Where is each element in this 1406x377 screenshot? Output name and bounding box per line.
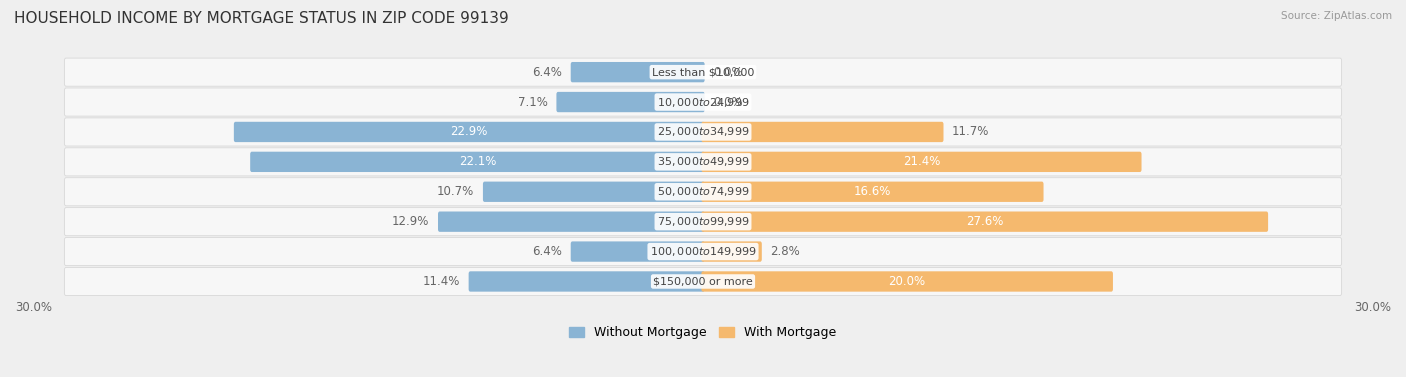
FancyBboxPatch shape — [65, 88, 1341, 116]
FancyBboxPatch shape — [233, 122, 704, 142]
FancyBboxPatch shape — [702, 211, 1268, 232]
Legend: Without Mortgage, With Mortgage: Without Mortgage, With Mortgage — [569, 326, 837, 339]
FancyBboxPatch shape — [65, 148, 1341, 176]
FancyBboxPatch shape — [702, 241, 762, 262]
Text: 22.9%: 22.9% — [450, 126, 488, 138]
Text: 21.4%: 21.4% — [903, 155, 941, 169]
Text: 11.7%: 11.7% — [952, 126, 990, 138]
FancyBboxPatch shape — [250, 152, 704, 172]
Text: 12.9%: 12.9% — [392, 215, 429, 228]
FancyBboxPatch shape — [702, 152, 1142, 172]
FancyBboxPatch shape — [571, 241, 704, 262]
FancyBboxPatch shape — [702, 271, 1114, 292]
Text: 11.4%: 11.4% — [423, 275, 460, 288]
Text: 22.1%: 22.1% — [458, 155, 496, 169]
FancyBboxPatch shape — [557, 92, 704, 112]
Text: 6.4%: 6.4% — [533, 245, 562, 258]
FancyBboxPatch shape — [702, 122, 943, 142]
Text: Less than $10,000: Less than $10,000 — [652, 67, 754, 77]
FancyBboxPatch shape — [65, 118, 1341, 146]
Text: $100,000 to $149,999: $100,000 to $149,999 — [650, 245, 756, 258]
FancyBboxPatch shape — [65, 58, 1341, 86]
Text: 27.6%: 27.6% — [966, 215, 1004, 228]
Text: $10,000 to $24,999: $10,000 to $24,999 — [657, 95, 749, 109]
FancyBboxPatch shape — [65, 267, 1341, 296]
Text: 2.8%: 2.8% — [770, 245, 800, 258]
Text: $75,000 to $99,999: $75,000 to $99,999 — [657, 215, 749, 228]
FancyBboxPatch shape — [65, 178, 1341, 206]
FancyBboxPatch shape — [439, 211, 704, 232]
FancyBboxPatch shape — [571, 62, 704, 82]
Text: 30.0%: 30.0% — [15, 301, 52, 314]
Text: HOUSEHOLD INCOME BY MORTGAGE STATUS IN ZIP CODE 99139: HOUSEHOLD INCOME BY MORTGAGE STATUS IN Z… — [14, 11, 509, 26]
FancyBboxPatch shape — [702, 182, 1043, 202]
Text: $50,000 to $74,999: $50,000 to $74,999 — [657, 185, 749, 198]
Text: 20.0%: 20.0% — [889, 275, 925, 288]
Text: 16.6%: 16.6% — [853, 185, 891, 198]
FancyBboxPatch shape — [482, 182, 704, 202]
Text: Source: ZipAtlas.com: Source: ZipAtlas.com — [1281, 11, 1392, 21]
Text: 10.7%: 10.7% — [437, 185, 474, 198]
FancyBboxPatch shape — [65, 238, 1341, 266]
FancyBboxPatch shape — [468, 271, 704, 292]
Text: 6.4%: 6.4% — [533, 66, 562, 79]
FancyBboxPatch shape — [65, 208, 1341, 236]
Text: 0.0%: 0.0% — [713, 66, 742, 79]
Text: 30.0%: 30.0% — [1354, 301, 1391, 314]
Text: 0.0%: 0.0% — [713, 95, 742, 109]
Text: $25,000 to $34,999: $25,000 to $34,999 — [657, 126, 749, 138]
Text: $35,000 to $49,999: $35,000 to $49,999 — [657, 155, 749, 169]
Text: 7.1%: 7.1% — [517, 95, 548, 109]
Text: $150,000 or more: $150,000 or more — [654, 276, 752, 287]
